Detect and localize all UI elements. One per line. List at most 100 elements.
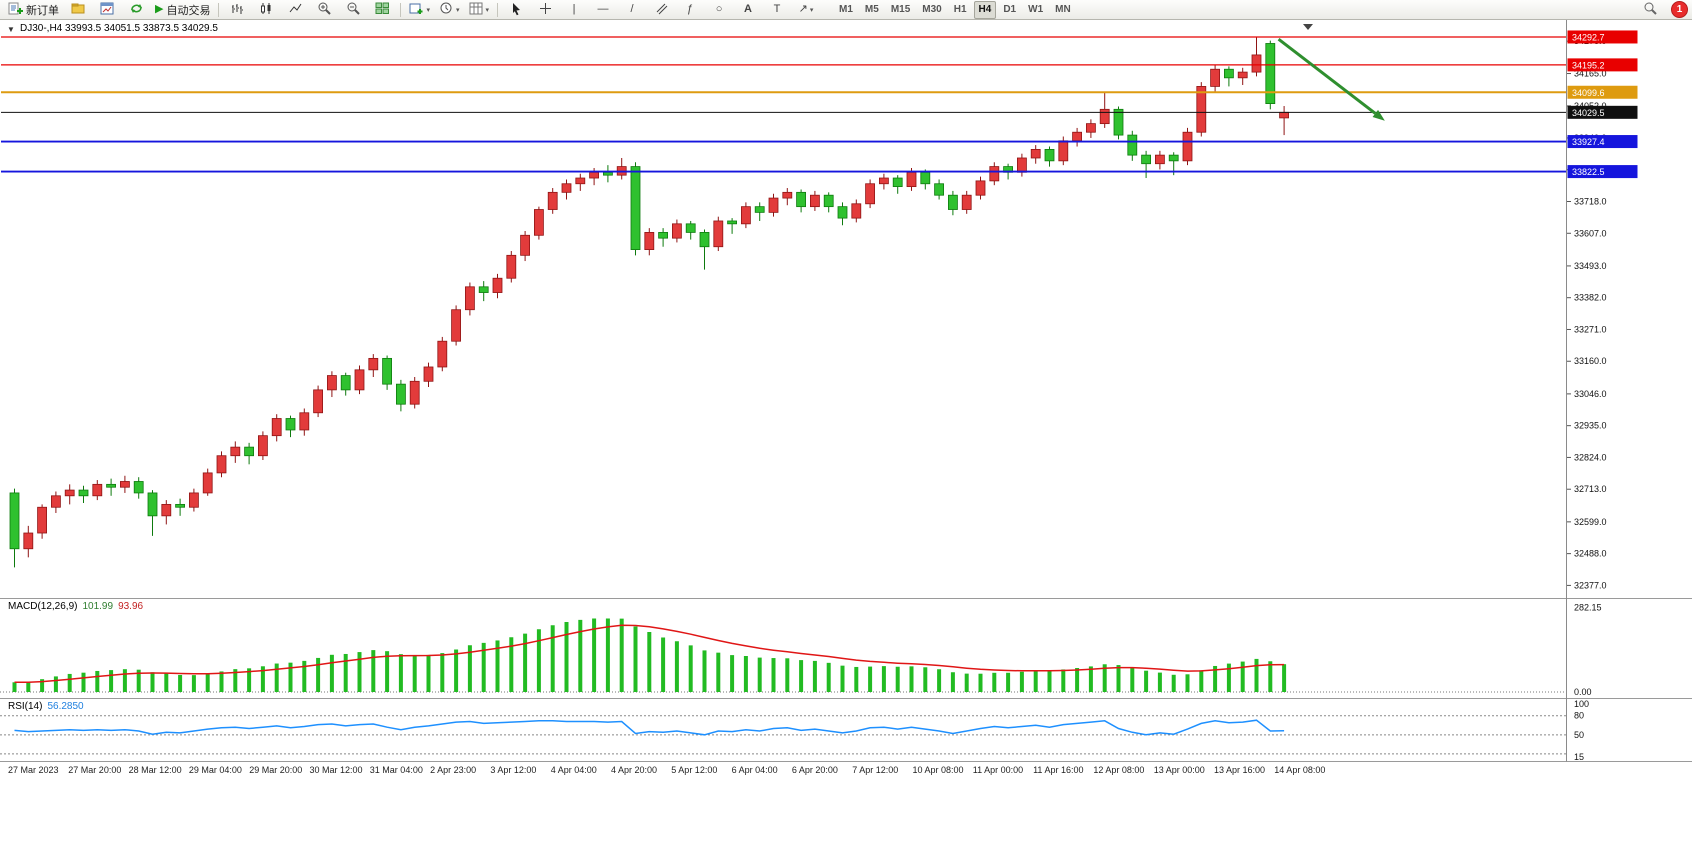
timeframe-h4[interactable]: H4 — [973, 0, 997, 19]
caret-down-icon: ▾ — [485, 6, 490, 14]
caret-down-icon: ▾ — [426, 6, 430, 14]
timeframe-m1[interactable]: M1 — [839, 3, 853, 15]
text-label-tool[interactable]: T — [773, 3, 781, 15]
text-tool[interactable]: A — [744, 3, 752, 15]
caret-down-icon: ▾ — [455, 6, 460, 14]
trend-arrow-line[interactable] — [1277, 37, 1377, 115]
candle-body — [285, 418, 296, 431]
zoom-in-button[interactable] — [310, 0, 338, 20]
new-order-button[interactable]: 新订单 — [4, 0, 63, 20]
candle-body — [768, 197, 779, 213]
macd-indicator-label: MACD(12,26,9) 101.99 93.96 — [8, 601, 143, 612]
play-icon: ▶ — [155, 3, 164, 15]
time-axis-label: 31 Mar 04:00 — [369, 765, 423, 775]
auto-trading-button[interactable]: ▶ 自动交易 — [151, 0, 214, 20]
candle-body — [326, 375, 337, 391]
price-axis-label: 32713.0 — [1574, 484, 1607, 494]
candle-body — [713, 220, 724, 248]
candle-body — [64, 489, 75, 497]
candle-body — [534, 209, 544, 236]
arrows-icon: ↗ — [798, 3, 808, 15]
candle-body — [78, 489, 89, 497]
candle-body — [865, 183, 875, 205]
trendline-tool[interactable]: / — [630, 3, 634, 15]
price-level-badge-label: 34099.6 — [1572, 88, 1605, 98]
candle-body — [547, 191, 558, 210]
candle-body — [23, 532, 34, 550]
period-clock-button[interactable]: ▾ — [435, 0, 464, 20]
price-level-badge-label: 34195.2 — [1572, 60, 1605, 70]
price-axis-label: 33046.0 — [1574, 389, 1607, 399]
notification-badge[interactable]: 1 — [1671, 1, 1688, 18]
candle-body — [506, 254, 517, 279]
trend-arrow-head[interactable] — [1372, 109, 1385, 121]
line-chart-button[interactable] — [281, 0, 309, 20]
candle-body — [796, 191, 806, 208]
cursor-tool-button[interactable] — [502, 0, 530, 20]
chart-window-button[interactable] — [93, 0, 121, 20]
bar-chart-button[interactable] — [223, 0, 251, 20]
time-axis-label: 29 Mar 04:00 — [188, 765, 242, 775]
candle-body — [975, 180, 986, 196]
candle-body — [1113, 108, 1124, 136]
crosshair-tool-button[interactable] — [531, 0, 559, 20]
candlestick-chart-button[interactable] — [252, 0, 280, 20]
candle-body — [1224, 68, 1234, 79]
price-level-badge-label: 33927.4 — [1572, 137, 1605, 147]
rsi-axis-label: 15 — [1574, 752, 1584, 762]
template-button[interactable]: ▾ — [465, 0, 494, 20]
cycle-charts-button[interactable] — [122, 0, 150, 20]
profiles-button[interactable] — [64, 0, 92, 20]
timeframe-mn[interactable]: MN — [1055, 3, 1071, 15]
timeframe-w1[interactable]: W1 — [1028, 3, 1044, 15]
candle-body — [699, 232, 710, 248]
price-axis-label: 32599.0 — [1574, 517, 1607, 527]
time-axis-label: 3 Apr 12:00 — [490, 765, 537, 775]
timeframe-m15[interactable]: M15 — [890, 3, 911, 15]
template-icon — [469, 1, 484, 19]
timeframe-d1[interactable]: D1 — [1003, 3, 1017, 15]
timeframe-h1[interactable]: H1 — [953, 3, 967, 15]
candle-body — [879, 177, 889, 185]
candle-body — [216, 455, 227, 474]
clock-icon — [439, 1, 454, 19]
candle-body — [561, 183, 572, 193]
horizontal-line-tool[interactable]: — — [597, 3, 609, 15]
price-axis-label: 33160.0 — [1574, 356, 1607, 366]
ellipse-tool[interactable]: ○ — [715, 3, 723, 15]
arrows-tool[interactable]: ↗ ▾ — [792, 0, 820, 20]
price-axis-label: 33718.0 — [1574, 197, 1607, 207]
toolbar-separator — [497, 2, 499, 17]
time-axis-label: 13 Apr 00:00 — [1153, 765, 1205, 775]
price-axis-label: 34165.0 — [1574, 69, 1607, 79]
time-axis-label: 6 Apr 20:00 — [791, 765, 838, 775]
time-axis[interactable]: 27 Mar 2023 27 Mar 20:00 28 Mar 12:00 29 Ma… — [0, 762, 1692, 780]
chart-shift-marker-icon[interactable] — [1303, 24, 1313, 30]
vertical-line-tool[interactable]: | — [572, 3, 576, 15]
tile-windows-button[interactable] — [368, 0, 396, 20]
candle-body — [1141, 154, 1151, 165]
candle-body — [451, 309, 462, 342]
macd-axis-min-label: 0.00 — [1574, 687, 1592, 697]
candle-body — [851, 203, 862, 219]
candle-body — [837, 206, 848, 219]
search-button[interactable] — [1636, 0, 1664, 20]
candle-body — [313, 389, 324, 414]
fibonacci-tool[interactable]: ƒ — [686, 3, 694, 15]
candle-body — [1030, 148, 1041, 159]
candle-body — [644, 232, 655, 250]
macd-value-signal: 93.96 — [118, 601, 144, 612]
zoom-out-icon — [346, 1, 361, 19]
zoom-out-button[interactable] — [339, 0, 367, 20]
time-axis-label: 11 Apr 16:00 — [1033, 765, 1084, 775]
new-chart-button[interactable]: ▾ — [405, 0, 434, 20]
timeframe-m5[interactable]: M5 — [864, 3, 879, 15]
channel-tool[interactable] — [647, 0, 675, 20]
zoom-in-icon — [317, 1, 332, 19]
oct-expand-icon[interactable]: ▼ — [7, 25, 15, 34]
candle-body — [1017, 157, 1027, 173]
timeframe-m30[interactable]: M30 — [922, 3, 942, 15]
candle-body — [603, 171, 613, 176]
candle-body — [271, 418, 282, 437]
